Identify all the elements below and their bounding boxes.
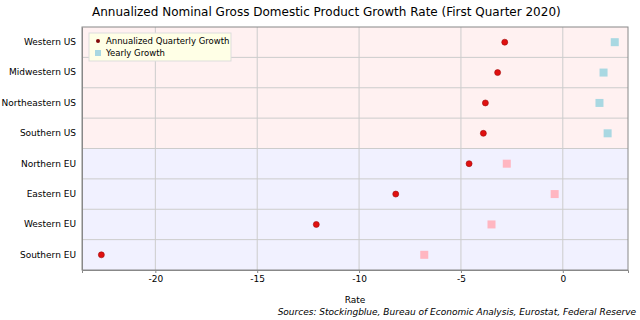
row-separator (82, 178, 628, 179)
series-1 (420, 38, 618, 259)
row-band (82, 179, 628, 209)
row-band (82, 88, 628, 118)
row-separator (82, 209, 628, 210)
y-tick-label: Southern EU (20, 250, 76, 260)
y-tick: Northern EU (21, 159, 76, 169)
y-axis-line (82, 28, 83, 271)
x-tick: -20 (148, 270, 163, 284)
y-tick: Northeastern US (2, 98, 77, 108)
x-tick-label: -5 (457, 274, 466, 284)
y-tick-label: Midwestern US (9, 67, 76, 77)
square-marker (420, 251, 428, 259)
square-marker (503, 160, 511, 168)
row-bands (82, 27, 628, 270)
square-marker (600, 69, 608, 77)
x-tick: 0 (560, 270, 566, 284)
y-tick: Southern US (20, 128, 76, 138)
source-note: Sources: Stockingblue, Bureau of Economi… (278, 307, 637, 317)
row-band (82, 240, 628, 270)
x-tick: -5 (457, 270, 466, 284)
y-tick: Southern EU (20, 250, 76, 260)
circle-marker (495, 70, 501, 76)
y-tick: Midwestern US (9, 67, 76, 77)
y-axis: Western US Midwestern US Northeastern US So… (2, 28, 83, 271)
x-axis: -20 -15 -10 -5 0 (83, 270, 629, 284)
circle-marker (480, 130, 486, 136)
y-tick: Western US (24, 37, 76, 47)
row-band (82, 27, 628, 57)
x-tick: -10 (352, 270, 367, 284)
y-tick-label: Northeastern US (2, 98, 77, 108)
row-separator (82, 118, 628, 119)
row-band (82, 57, 628, 87)
y-tick-label: Southern US (20, 128, 76, 138)
y-tick: Eastern EU (27, 189, 76, 199)
circle-marker (482, 100, 488, 106)
x-tick-mark (359, 270, 360, 273)
x-tick: -15 (250, 270, 265, 284)
square-marker (551, 190, 559, 198)
x-tick-mark (563, 270, 564, 273)
row-separator (82, 148, 628, 149)
square-marker (488, 220, 496, 228)
grid (82, 27, 628, 270)
legend: Annualized Quarterly Growth Yearly Growth (89, 33, 231, 61)
y-tick-label: Eastern EU (27, 189, 76, 199)
series-0 (98, 39, 507, 258)
chart: -20 -15 -10 -5 0 Western US Midwestern US North… (0, 0, 640, 320)
x-tick-label: -10 (352, 274, 367, 284)
square-marker (611, 38, 619, 46)
legend-symbol (95, 50, 101, 56)
circle-marker (98, 252, 104, 258)
row-band (82, 118, 628, 148)
legend-label: Annualized Quarterly Growth (106, 36, 229, 46)
legend-label: Yearly Growth (105, 48, 165, 58)
legend-box (89, 33, 231, 61)
circle-marker (313, 221, 319, 227)
y-tick-label: Western EU (24, 219, 76, 229)
x-tick-label: 0 (560, 274, 566, 284)
y-tick: Western EU (24, 219, 76, 229)
row-separator (82, 87, 628, 88)
x-axis-title: Rate (345, 295, 366, 305)
x-tick-mark (257, 270, 258, 273)
square-marker (595, 99, 603, 107)
x-tick-label: -20 (148, 274, 163, 284)
marks (98, 38, 618, 259)
plot-frame (82, 27, 628, 270)
circle-marker (502, 39, 508, 45)
x-tick-mark (461, 270, 462, 273)
y-tick-label: Northern EU (21, 159, 76, 169)
circle-marker (393, 191, 399, 197)
title: Annualized Nominal Gross Domestic Produc… (92, 5, 561, 19)
row-band (82, 149, 628, 179)
y-tick-label: Western US (24, 37, 76, 47)
x-axis-line (83, 271, 629, 274)
row-band (82, 209, 628, 239)
square-marker (604, 129, 612, 137)
x-tick-label: -15 (250, 274, 265, 284)
legend-symbol (96, 39, 100, 43)
x-tick-mark (155, 270, 156, 273)
circle-marker (466, 161, 472, 167)
row-separator (82, 239, 628, 240)
